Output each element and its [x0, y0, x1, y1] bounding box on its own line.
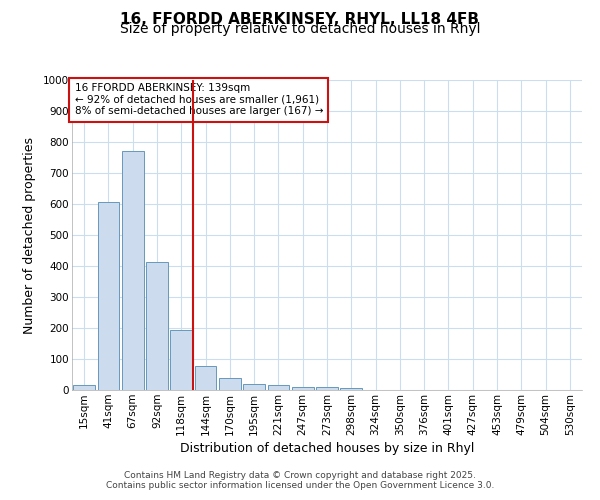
Bar: [268, 386, 289, 390]
Bar: [73, 386, 95, 390]
Text: Contains HM Land Registry data © Crown copyright and database right 2025.: Contains HM Land Registry data © Crown c…: [124, 471, 476, 480]
Text: Contains public sector information licensed under the Open Government Licence 3.: Contains public sector information licen…: [106, 481, 494, 490]
Bar: [316, 387, 338, 390]
Text: 16 FFORDD ABERKINSEY: 139sqm
← 92% of detached houses are smaller (1,961)
8% of : 16 FFORDD ABERKINSEY: 139sqm ← 92% of de…: [74, 83, 323, 116]
X-axis label: Distribution of detached houses by size in Rhyl: Distribution of detached houses by size …: [180, 442, 474, 455]
Bar: [292, 387, 314, 390]
Bar: [97, 202, 119, 390]
Bar: [194, 366, 217, 390]
Y-axis label: Number of detached properties: Number of detached properties: [23, 136, 36, 334]
Bar: [122, 152, 143, 390]
Bar: [146, 262, 168, 390]
Bar: [340, 388, 362, 390]
Bar: [243, 384, 265, 390]
Text: Size of property relative to detached houses in Rhyl: Size of property relative to detached ho…: [120, 22, 480, 36]
Bar: [170, 330, 192, 390]
Bar: [219, 378, 241, 390]
Text: 16, FFORDD ABERKINSEY, RHYL, LL18 4FB: 16, FFORDD ABERKINSEY, RHYL, LL18 4FB: [121, 12, 479, 28]
